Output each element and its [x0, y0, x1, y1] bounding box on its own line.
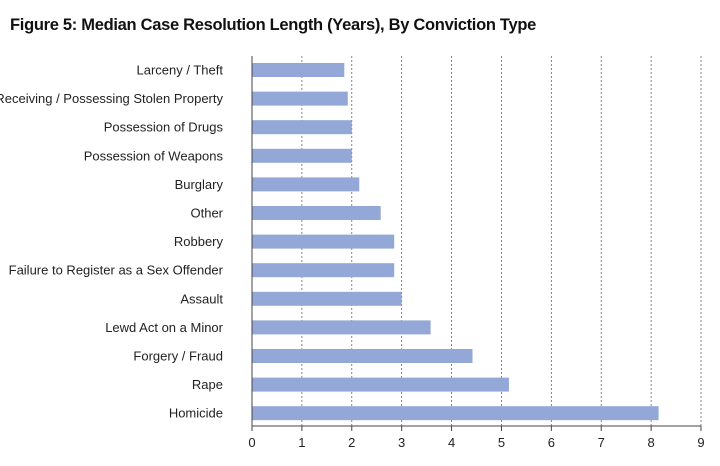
bar — [252, 148, 352, 163]
x-tick-label: 4 — [448, 435, 455, 450]
chart-title: Figure 5: Median Case Resolution Length … — [10, 16, 537, 34]
category-label: Possession of Drugs — [104, 120, 224, 135]
bar — [252, 206, 381, 220]
bar — [252, 291, 402, 306]
category-label: Lewd Act on a Minor — [105, 320, 223, 335]
bar — [252, 406, 659, 421]
bar — [252, 120, 352, 135]
bar — [252, 234, 395, 249]
bar — [252, 177, 360, 192]
bars — [252, 63, 659, 421]
bar — [252, 63, 345, 77]
bar — [252, 320, 431, 335]
category-label: Burglary — [175, 177, 224, 192]
category-label: Larceny / Theft — [137, 63, 224, 78]
bar — [252, 349, 473, 363]
x-tick-label: 6 — [548, 435, 555, 450]
bar — [252, 91, 348, 106]
category-label: Rape — [192, 377, 223, 392]
bar — [252, 377, 509, 392]
x-tick-label: 9 — [697, 435, 704, 450]
bar — [252, 263, 395, 278]
category-label: Receiving / Possessing Stolen Property — [0, 91, 223, 106]
x-tick-label: 5 — [498, 435, 505, 450]
category-label: Possession of Weapons — [84, 148, 224, 163]
x-tick-label: 7 — [598, 435, 605, 450]
category-label: Other — [190, 206, 223, 221]
x-tick-label: 3 — [398, 435, 405, 450]
category-label: Assault — [180, 291, 223, 306]
category-labels: Larceny / Theft Receiving / Possessing St… — [0, 63, 224, 421]
x-tick-label: 2 — [348, 435, 355, 450]
category-label: Homicide — [169, 406, 223, 421]
category-label: Robbery — [174, 234, 224, 249]
x-tick-label: 1 — [298, 435, 305, 450]
x-axis: 0 1 2 3 4 5 6 7 8 9 — [248, 56, 705, 450]
x-tick-label: 0 — [248, 435, 255, 450]
category-label: Forgery / Fraud — [133, 349, 223, 364]
x-tick-label: 8 — [647, 435, 654, 450]
category-label: Failure to Register as a Sex Offender — [9, 263, 224, 278]
